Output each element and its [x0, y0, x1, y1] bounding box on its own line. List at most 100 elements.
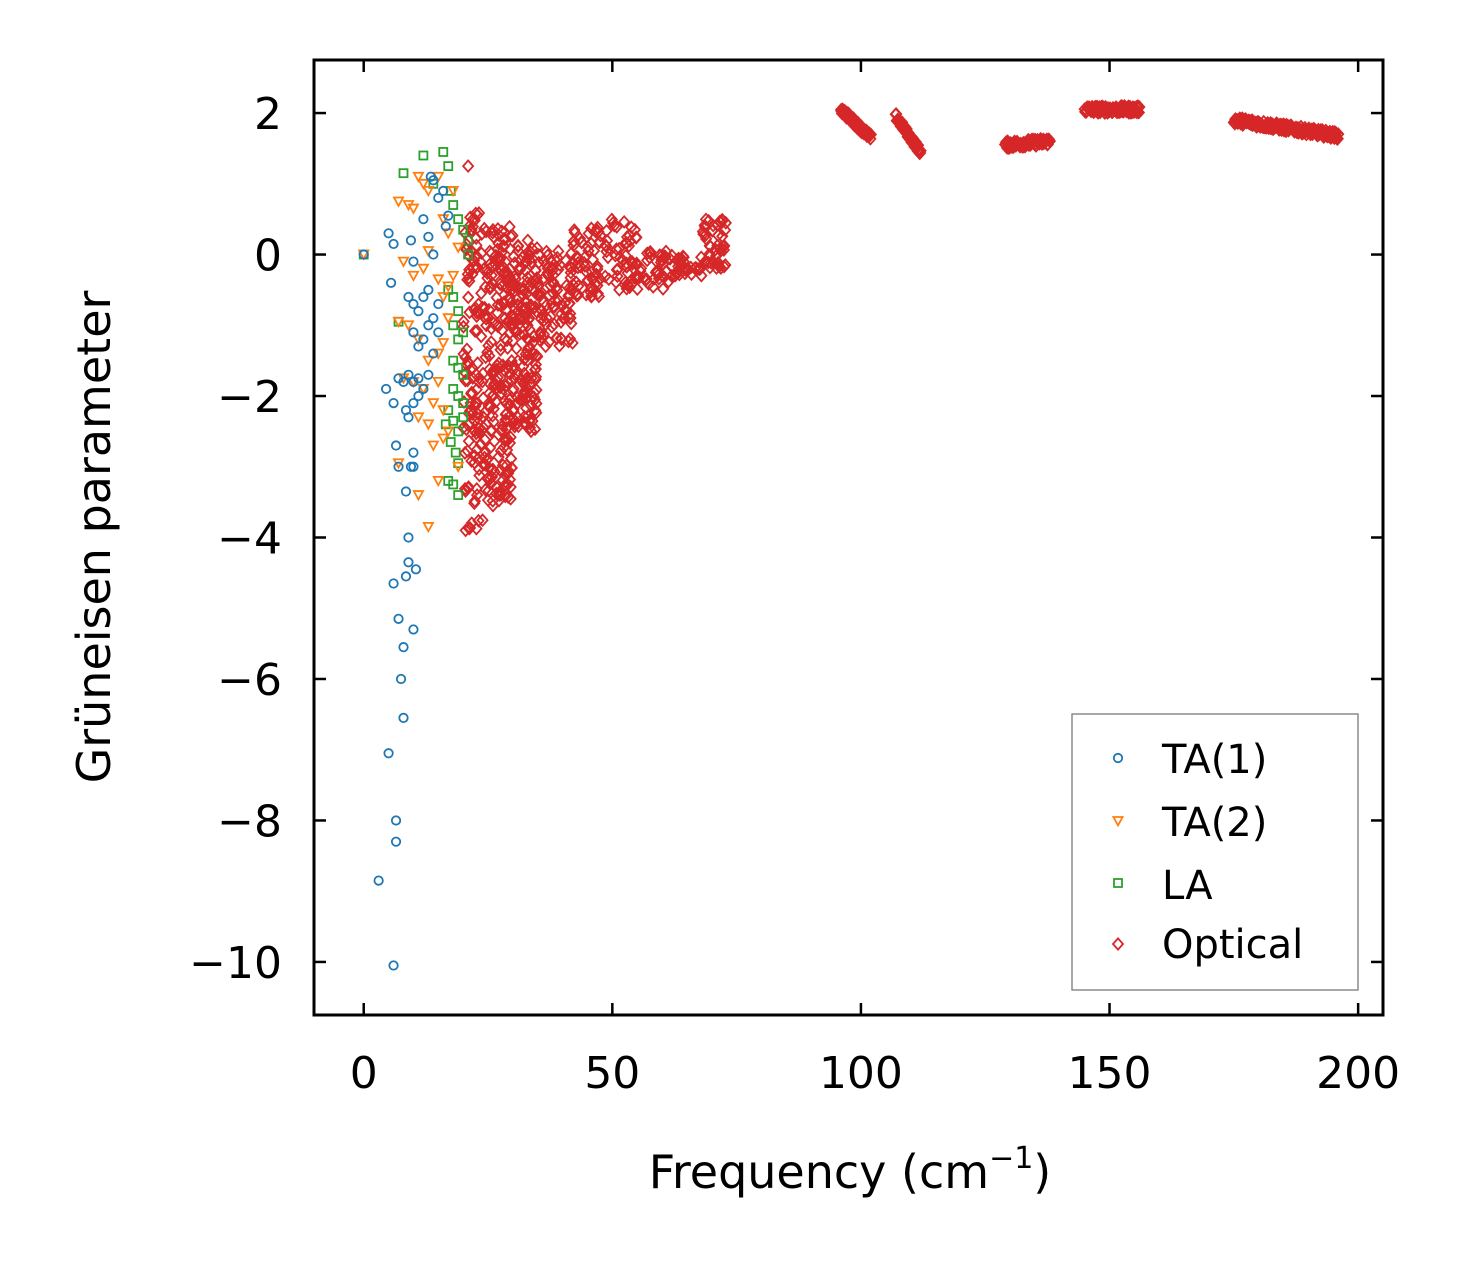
point-optical — [536, 308, 549, 322]
point-optical — [527, 334, 540, 349]
point-ta-1- — [388, 578, 399, 589]
point-ta-1- — [400, 571, 412, 582]
legend: TA(1) TA(2) LA Optical — [1071, 713, 1359, 991]
point-optical — [550, 280, 563, 295]
point-ta-1- — [393, 613, 404, 624]
point-ta-1- — [413, 306, 424, 317]
point-ta-1- — [418, 334, 429, 345]
point-optical — [494, 444, 508, 458]
point-optical — [518, 378, 532, 393]
point-optical — [564, 270, 577, 285]
point-optical — [568, 223, 581, 238]
point-optical — [507, 275, 521, 290]
point-optical — [468, 455, 481, 470]
point-optical — [472, 513, 485, 528]
point-optical — [496, 418, 509, 433]
point-optical — [704, 239, 717, 254]
point-optical — [497, 239, 511, 254]
point-ta-2- — [407, 203, 420, 215]
point-optical — [460, 342, 474, 357]
point-optical — [508, 301, 521, 315]
point-optical — [498, 393, 511, 408]
point-optical — [514, 261, 528, 276]
point-la — [448, 200, 459, 210]
point-ta-2- — [437, 338, 450, 350]
point-optical — [470, 238, 483, 253]
point-optical — [463, 274, 476, 289]
point-ta-1- — [408, 447, 419, 458]
point-optical — [511, 390, 524, 405]
point-optical — [470, 305, 484, 320]
point-optical — [572, 255, 585, 270]
point-optical — [519, 347, 533, 362]
point-optical — [487, 388, 500, 402]
point-la — [453, 306, 464, 317]
point-ta-1- — [408, 327, 419, 338]
point-optical — [540, 244, 553, 259]
point-optical — [474, 437, 487, 452]
point-optical — [670, 253, 683, 268]
point-optical — [548, 293, 562, 308]
point-optical — [693, 262, 706, 277]
tick-labels: 0 50 100 150 200 2 0 −2 −4 −6 −8 −10 — [189, 89, 1400, 1099]
point-optical — [717, 239, 730, 254]
y-tick-label: −4 — [217, 514, 282, 565]
point-optical — [623, 228, 636, 243]
point-optical — [575, 235, 588, 249]
point-optical — [580, 264, 593, 279]
point-optical — [470, 323, 484, 338]
point-optical — [524, 298, 538, 313]
point-ta-1- — [395, 673, 407, 685]
point-ta-1- — [418, 214, 429, 225]
point-la — [398, 168, 409, 179]
point-optical — [557, 310, 571, 325]
point-ta-1- — [428, 249, 439, 260]
point-optical — [495, 359, 509, 374]
point-optical — [462, 480, 475, 494]
point-ta-1- — [388, 960, 399, 971]
point-optical — [508, 371, 521, 386]
point-optical — [567, 256, 580, 271]
point-la — [443, 161, 454, 172]
point-optical — [718, 223, 732, 237]
point-optical — [465, 385, 478, 400]
point-optical — [702, 213, 715, 228]
point-optical — [476, 513, 489, 528]
y-axis-label: Grüneisen parameter — [67, 290, 121, 783]
point-optical — [457, 314, 470, 329]
point-optical — [511, 238, 525, 253]
point-optical — [864, 127, 878, 142]
point-la — [458, 398, 469, 408]
point-optical — [507, 381, 520, 396]
point-optical — [598, 269, 612, 284]
point-optical — [473, 468, 486, 483]
point-optical — [646, 279, 660, 294]
point-optical — [534, 312, 548, 327]
point-optical — [523, 322, 536, 337]
point-optical — [462, 356, 476, 371]
point-ta-2- — [447, 270, 460, 283]
point-optical — [458, 481, 472, 496]
point-ta-1- — [403, 291, 414, 303]
x-axis-label: Frequency (cm−1) — [649, 1141, 1052, 1199]
point-optical — [610, 262, 624, 277]
point-optical — [711, 228, 725, 243]
y-tick-label: −10 — [189, 938, 282, 989]
y-tick-label: 0 — [254, 231, 282, 282]
point-optical — [487, 414, 500, 429]
point-la — [448, 292, 459, 302]
point-optical — [640, 253, 654, 268]
point-optical — [486, 222, 500, 237]
point-optical — [532, 278, 545, 293]
point-la — [453, 426, 464, 437]
point-ta-2- — [432, 376, 445, 389]
point-optical — [481, 451, 495, 466]
point-optical — [507, 309, 520, 324]
point-optical — [610, 219, 623, 234]
point-optical — [516, 388, 530, 403]
point-ta-1- — [403, 557, 414, 568]
point-ta-2- — [417, 263, 430, 275]
point-optical — [553, 338, 566, 353]
point-optical — [497, 231, 511, 246]
point-optical — [518, 409, 531, 424]
